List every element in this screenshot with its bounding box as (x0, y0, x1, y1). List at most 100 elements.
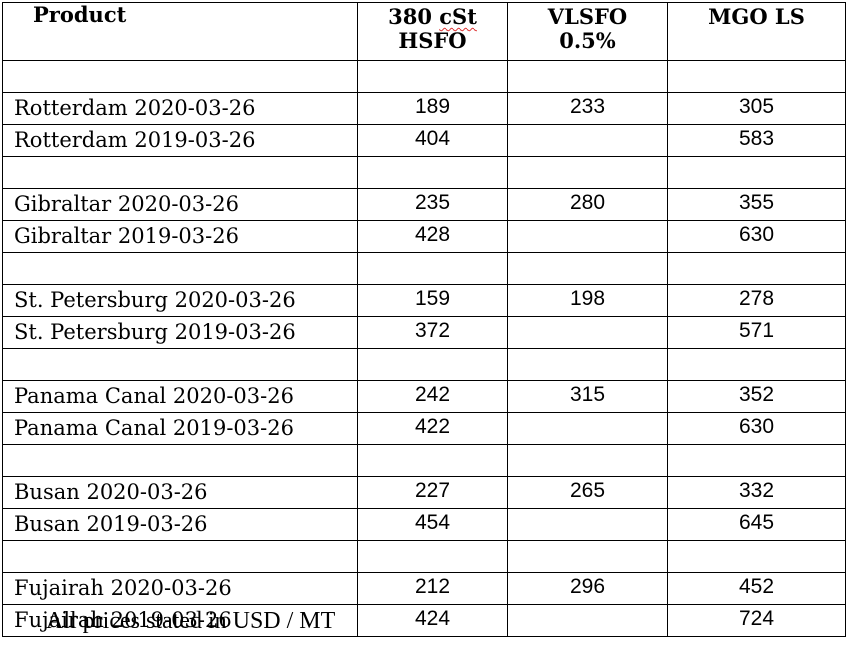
table-row: Gibraltar 2019-03-26 428 630 (2, 220, 846, 253)
header-product: Product (2, 2, 358, 61)
mgo-price: 645 (667, 508, 846, 541)
table-row: Fujairah 2019-03-26 424 724 (2, 604, 846, 637)
vlsfo-price: 265 (507, 476, 668, 509)
header-hsfo-line2: HSFO (398, 28, 467, 53)
mgo-price: 452 (667, 572, 846, 605)
vlsfo-price: 198 (507, 284, 668, 317)
table-row: Rotterdam 2020-03-26 189 233 305 (2, 92, 846, 125)
vlsfo-price (507, 508, 668, 541)
row-name: Gibraltar 2020-03-26 (2, 188, 358, 221)
header-vlsfo-line1: VLSFO (547, 4, 628, 29)
table-row: Busan 2020-03-26 227 265 332 (2, 476, 846, 509)
mgo-price: 352 (667, 380, 846, 413)
footnote: All prices stated in USD / MT (46, 608, 336, 634)
hsfo-price (357, 444, 508, 477)
hsfo-price: 404 (357, 124, 508, 157)
vlsfo-price (507, 60, 668, 93)
mgo-price: 630 (667, 412, 846, 445)
hsfo-price: 235 (357, 188, 508, 221)
row-name (2, 444, 358, 477)
mgo-price (667, 252, 846, 285)
row-name: Panama Canal 2020-03-26 (2, 380, 358, 413)
mgo-price: 571 (667, 316, 846, 349)
table-row: Panama Canal 2020-03-26 242 315 352 (2, 380, 846, 413)
row-name: St. Petersburg 2019-03-26 (2, 316, 358, 349)
vlsfo-price (507, 348, 668, 381)
vlsfo-price (507, 220, 668, 253)
row-name (2, 156, 358, 189)
row-name: St. Petersburg 2020-03-26 (2, 284, 358, 317)
vlsfo-price (507, 252, 668, 285)
table-row: Rotterdam 2019-03-26 404 583 (2, 124, 846, 157)
hsfo-price (357, 252, 508, 285)
hsfo-price (357, 540, 508, 573)
mgo-price (667, 540, 846, 573)
table-row: Busan 2019-03-26 454 645 (2, 508, 846, 541)
table-row: Panama Canal 2019-03-26 422 630 (2, 412, 846, 445)
hsfo-price: 454 (357, 508, 508, 541)
row-name (2, 60, 358, 93)
hsfo-price (357, 156, 508, 189)
spacer-row (2, 60, 846, 93)
row-name: Fujairah 2019-03-26 (2, 604, 358, 637)
mgo-price: 332 (667, 476, 846, 509)
mgo-price (667, 60, 846, 93)
mgo-price (667, 348, 846, 381)
hsfo-price: 159 (357, 284, 508, 317)
hsfo-price: 212 (357, 572, 508, 605)
row-name: Gibraltar 2019-03-26 (2, 220, 358, 253)
vlsfo-price (507, 604, 668, 637)
table-row: Fujairah 2020-03-26 212 296 452 (2, 572, 846, 605)
vlsfo-price: 296 (507, 572, 668, 605)
header-hsfo: 380 cSt HSFO (357, 2, 508, 61)
row-name: Rotterdam 2019-03-26 (2, 124, 358, 157)
table-row: St. Petersburg 2019-03-26 372 571 (2, 316, 846, 349)
vlsfo-price (507, 124, 668, 157)
header-hsfo-line1b: cSt (439, 4, 477, 29)
spacer-row (2, 252, 846, 285)
header-hsfo-line1a: 380 (388, 4, 440, 29)
hsfo-price: 189 (357, 92, 508, 125)
mgo-price (667, 444, 846, 477)
hsfo-price (357, 60, 508, 93)
mgo-price: 630 (667, 220, 846, 253)
vlsfo-price: 280 (507, 188, 668, 221)
hsfo-price: 372 (357, 316, 508, 349)
vlsfo-price (507, 540, 668, 573)
spacer-row (2, 348, 846, 381)
spacer-row (2, 540, 846, 573)
hsfo-price: 422 (357, 412, 508, 445)
mgo-price: 305 (667, 92, 846, 125)
row-name: Rotterdam 2020-03-26 (2, 92, 358, 125)
row-name: Busan 2020-03-26 (2, 476, 358, 509)
mgo-price: 583 (667, 124, 846, 157)
row-name (2, 252, 358, 285)
vlsfo-price: 315 (507, 380, 668, 413)
table-row: Gibraltar 2020-03-26 235 280 355 (2, 188, 846, 221)
row-name: Fujairah 2020-03-26 (2, 572, 358, 605)
header-mgo: MGO LS (667, 2, 846, 61)
hsfo-price (357, 348, 508, 381)
header-vlsfo-line2: 0.5% (559, 28, 616, 53)
mgo-price: 724 (667, 604, 846, 637)
hsfo-price: 428 (357, 220, 508, 253)
hsfo-price: 424 (357, 604, 508, 637)
hsfo-price: 227 (357, 476, 508, 509)
row-name: Busan 2019-03-26 (2, 508, 358, 541)
table-row: St. Petersburg 2020-03-26 159 198 278 (2, 284, 846, 317)
vlsfo-price (507, 156, 668, 189)
spacer-row (2, 444, 846, 477)
row-name (2, 348, 358, 381)
spacer-row (2, 156, 846, 189)
header-row: Product 380 cSt HSFO VLSFO 0.5% MGO LS (2, 2, 846, 61)
mgo-price (667, 156, 846, 189)
mgo-price: 278 (667, 284, 846, 317)
header-vlsfo: VLSFO 0.5% (507, 2, 668, 61)
vlsfo-price: 233 (507, 92, 668, 125)
vlsfo-price (507, 444, 668, 477)
row-name (2, 540, 358, 573)
vlsfo-price (507, 412, 668, 445)
row-name: Panama Canal 2019-03-26 (2, 412, 358, 445)
hsfo-price: 242 (357, 380, 508, 413)
